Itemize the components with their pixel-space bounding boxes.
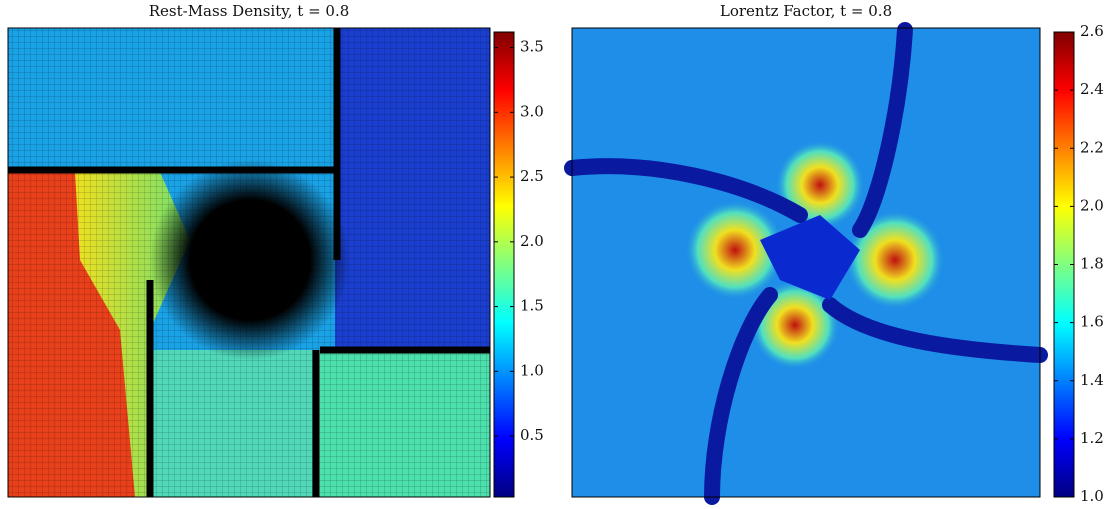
colorbar-tick-label: 3.0 xyxy=(520,102,544,120)
chart-title: Lorentz Factor, t = 0.8 xyxy=(720,2,892,20)
colorbar-tick-label: 1.5 xyxy=(520,297,544,315)
colorbar-tick-label: 1.0 xyxy=(1080,487,1104,505)
colorbar-tick-label: 1.8 xyxy=(1080,255,1104,273)
colorbar-tick-label: 2.0 xyxy=(1080,196,1104,214)
colorbar-tick-label: 2.4 xyxy=(1080,80,1104,98)
colorbar-tick-label: 2.2 xyxy=(1080,138,1104,156)
colorbar-tick-label: 2.0 xyxy=(520,232,544,250)
density-image xyxy=(7,27,491,498)
colorbar-tick-label: 0.5 xyxy=(520,426,544,444)
colorbar-tick-label: 1.2 xyxy=(1080,429,1104,447)
chart-title: Rest-Mass Density, t = 0.8 xyxy=(149,2,350,20)
colorbar xyxy=(493,31,515,498)
colorbar-tick-label: 1.4 xyxy=(1080,371,1104,389)
colorbar-tick-label: 1.6 xyxy=(1080,313,1104,331)
colorbar-tick-label: 1.0 xyxy=(520,361,544,379)
colorbar-tick-label: 3.5 xyxy=(520,38,544,56)
lorentz-image xyxy=(564,22,1048,505)
colorbar-tick-label: 2.5 xyxy=(520,167,544,185)
colorbar-tick-label: 2.6 xyxy=(1080,22,1104,40)
